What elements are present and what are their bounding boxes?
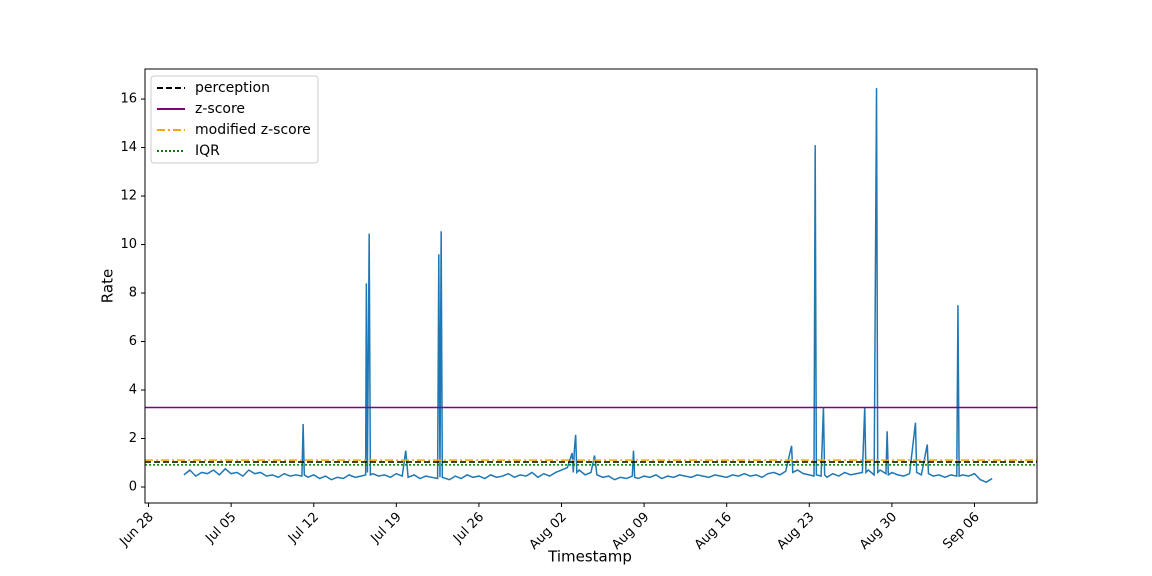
x-tick-label: Sep 06 <box>940 510 983 553</box>
y-tick-label: 16 <box>120 92 137 107</box>
x-tick-label: Jul 19 <box>368 510 405 547</box>
y-tick-label: 14 <box>120 140 137 155</box>
y-tick-label: 10 <box>120 237 137 252</box>
x-tick-label: Aug 16 <box>692 510 735 553</box>
x-tick-label: Aug 23 <box>774 510 817 553</box>
x-tick-label: Aug 09 <box>609 510 652 553</box>
data-line <box>183 88 993 483</box>
x-tick-label: Aug 30 <box>857 510 900 553</box>
legend-box <box>150 75 319 164</box>
legend-label: modified z-score <box>195 122 311 138</box>
y-tick-label: 2 <box>129 431 137 446</box>
y-tick-label: 8 <box>129 286 137 301</box>
x-tick-label: Aug 02 <box>527 510 570 553</box>
y-tick-label: 0 <box>129 479 137 494</box>
x-tick-label: Jul 12 <box>285 510 322 547</box>
x-axis-label: Timestamp <box>547 548 632 566</box>
legend-label: perception <box>195 80 270 96</box>
y-tick-label: 12 <box>120 189 137 204</box>
plot-frame <box>144 68 1038 504</box>
y-tick-label: 6 <box>129 334 137 349</box>
x-tick-label: Jul 26 <box>450 510 487 547</box>
y-tick-label: 4 <box>129 383 137 398</box>
x-tick-label: Jul 05 <box>202 510 239 547</box>
y-axis-label: Rate <box>99 269 117 303</box>
legend-label: z-score <box>195 101 245 117</box>
x-tick-label: Jun 28 <box>117 510 157 550</box>
legend-label: IQR <box>195 143 220 159</box>
